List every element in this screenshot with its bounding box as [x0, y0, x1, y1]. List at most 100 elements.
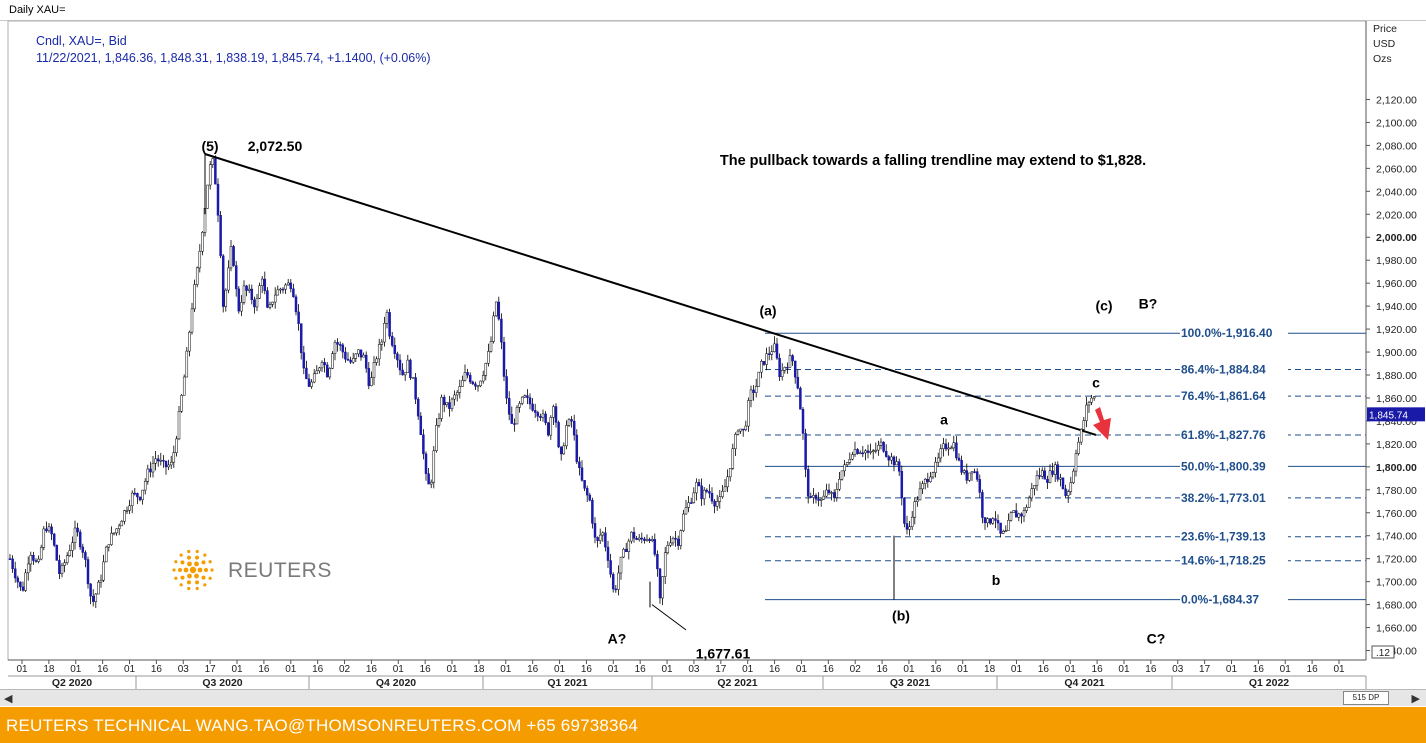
candle-body [921, 483, 924, 490]
x-tick-label: 01 [70, 664, 82, 675]
candle-body [232, 246, 235, 266]
candle-body [258, 285, 261, 299]
candle-body [331, 353, 334, 369]
candle-body [338, 344, 342, 346]
candle-body [1085, 404, 1088, 421]
candle-body [835, 489, 839, 498]
x-tick-label: 16 [258, 664, 270, 675]
quarter-label: Q4 2021 [1064, 677, 1104, 689]
candle-body [890, 456, 893, 461]
candle-body [336, 342, 339, 345]
candle-body [151, 463, 155, 473]
candle-body [606, 546, 610, 561]
reuters-logo-text: REUTERS [228, 559, 332, 582]
candle-body [448, 402, 451, 409]
candle-body [526, 395, 529, 398]
candle-body [320, 362, 324, 369]
candle-body [934, 461, 937, 473]
candle-body [190, 308, 194, 333]
logo-dot [208, 576, 212, 580]
candle-body [728, 468, 732, 478]
logo-dot [189, 566, 197, 574]
candle-body [489, 341, 493, 352]
candle-body [900, 471, 904, 499]
horizontal-scrollbar[interactable]: ◀ 515 DP ▶ [0, 689, 1426, 706]
candle-body [936, 457, 940, 463]
fib-level-label: 38.2%-1,773.01 [1181, 491, 1266, 505]
x-tick-label: 17 [205, 664, 217, 675]
candle-body [487, 351, 490, 364]
candle-body [988, 518, 992, 524]
candle-body [497, 301, 501, 320]
candle-body [437, 418, 441, 426]
candle-body [552, 406, 555, 418]
zoom-indicator[interactable]: 515 DP [1343, 691, 1389, 705]
candle-body [42, 528, 46, 548]
candle-body [643, 538, 646, 541]
candle-body [528, 397, 532, 405]
candle-body [692, 492, 696, 503]
candle-body [593, 523, 597, 538]
wave-annotation: a [940, 411, 948, 427]
candle-body [507, 397, 511, 415]
x-tick-label: 03 [1172, 664, 1184, 675]
candle-body [957, 457, 961, 461]
candle-body [445, 402, 449, 406]
candle-body [403, 372, 407, 376]
candle-body [840, 470, 844, 480]
candle-body [1025, 507, 1028, 511]
logo-dot [201, 560, 206, 565]
candle-body [351, 358, 355, 363]
candle-body [29, 555, 33, 565]
candle-body [539, 416, 542, 418]
candle-body [1059, 477, 1062, 480]
ohlc-readout: 11/22/2021, 1,846.36, 1,848.31, 1,838.19… [36, 51, 431, 65]
candle-body [86, 559, 90, 585]
fib-level-label: 100.0%-1,916.40 [1181, 326, 1273, 340]
candle-body [81, 546, 85, 553]
x-tick-label: 16 [1092, 664, 1104, 675]
candle-body [624, 548, 628, 552]
logo-dot [187, 549, 191, 554]
candle-body [146, 468, 150, 482]
candle-body [864, 450, 867, 454]
candle-body [240, 302, 243, 312]
candle-body [102, 561, 105, 581]
candle-body [214, 158, 217, 185]
candle-body [453, 394, 456, 400]
fib-label-bg [1180, 591, 1288, 607]
candle-body [266, 290, 269, 308]
y-tick-label: 1,860.00 [1376, 393, 1417, 405]
quarter-label: Q1 2022 [1249, 677, 1289, 689]
candle-body [676, 538, 680, 546]
candle-body [801, 409, 805, 434]
fib-level-label: 23.6%-1,739.13 [1181, 530, 1266, 544]
wave-annotation: (a) [759, 302, 776, 318]
candle-body [167, 464, 170, 468]
logo-dot [174, 576, 178, 580]
scroll-right-icon[interactable]: ▶ [1411, 693, 1420, 705]
candle-body [565, 425, 568, 447]
candle-body [541, 413, 545, 418]
y-tick-label: 1,740.00 [1376, 531, 1417, 543]
candle-body [333, 342, 337, 354]
candle-body [892, 456, 896, 466]
scroll-left-icon[interactable]: ◀ [4, 693, 13, 705]
candle-body [546, 422, 550, 436]
wave-annotation: The pullback towards a falling trendline… [720, 153, 1146, 169]
candle-body [182, 376, 186, 396]
candle-body [697, 482, 701, 487]
candle-body [8, 558, 12, 560]
candle-body [687, 502, 690, 508]
candle-body [1053, 464, 1057, 475]
candle-body [767, 353, 771, 355]
candle-body [224, 289, 228, 307]
candle-body [918, 488, 922, 501]
logo-dot [201, 575, 206, 580]
candle-body [354, 353, 358, 359]
wave-annotation: 1,677.61 [696, 646, 751, 662]
y-tick-label: 1,720.00 [1376, 554, 1417, 566]
candle-body [580, 467, 584, 481]
candle-body [159, 459, 163, 462]
candle-body [388, 312, 391, 337]
